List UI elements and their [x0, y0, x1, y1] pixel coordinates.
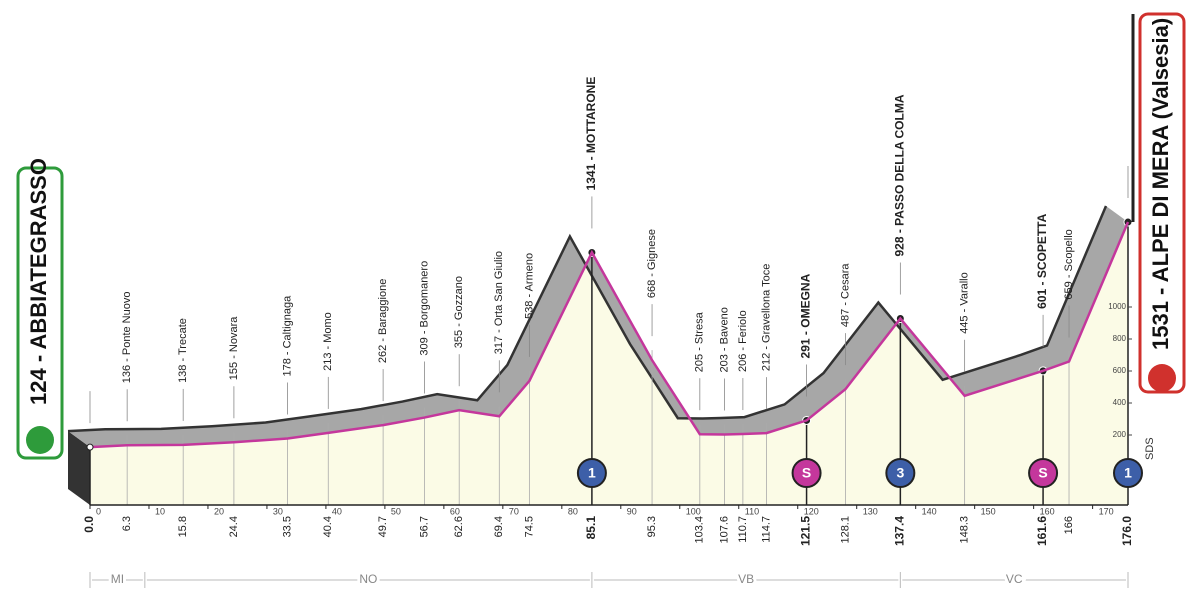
waypoint-label: 213 - Momo: [322, 312, 334, 371]
km-label: 6.3: [121, 516, 133, 531]
finish-label: 1531 - ALPE DI MERA (Valsesia): [1148, 18, 1173, 350]
profile-area: [90, 222, 1128, 506]
km-label: 110.7: [737, 516, 749, 543]
km-label: 85.1: [584, 516, 598, 540]
km-label: 161.6: [1035, 516, 1049, 546]
marker-badge: [885, 458, 916, 488]
profile-top: [67, 205, 1108, 433]
km-label: 15.8: [177, 516, 189, 537]
waypoint-label: 136 - Ponte Nuovo: [121, 292, 133, 384]
km-label: 62.6: [453, 516, 465, 537]
y-tick-label: 400: [1113, 398, 1127, 407]
start-dot: [86, 443, 94, 451]
waypoint-label: 178 - Caltignaga: [281, 295, 293, 377]
x-tick-label: 150: [981, 506, 996, 516]
waypoint-label: 355 - Gozzano: [453, 276, 465, 348]
waypoint-label: 138 - Trecate: [177, 318, 189, 383]
waypoint-label: 212 - Gravellona Toce: [760, 264, 772, 371]
km-label: 176.0: [1120, 516, 1134, 546]
profile-front: [68, 431, 90, 505]
start-label: 124 - ABBIATEGRASSO: [26, 158, 51, 405]
km-label: 148.3: [959, 516, 971, 544]
km-label: 40.4: [322, 516, 334, 537]
x-tick-label: 50: [391, 506, 401, 516]
km-label: 69.4: [493, 516, 505, 537]
km-label: 49.7: [377, 516, 389, 537]
waypoint-label: 309 - Borgomanero: [418, 261, 430, 356]
province-label: VC: [1006, 572, 1023, 586]
waypoint-label: 155 - Novara: [228, 316, 240, 380]
x-tick-label: 140: [922, 506, 937, 516]
x-tick-label: 130: [863, 506, 878, 516]
profile-line: [89, 221, 1130, 449]
province-label: MI: [111, 572, 124, 586]
marker-badge: [1113, 458, 1143, 488]
y-tick-label: 800: [1113, 334, 1127, 343]
y-tick-label: 1000: [1108, 302, 1126, 311]
x-tick-label: 90: [627, 506, 637, 516]
marker-badge: [791, 458, 822, 488]
x-tick-label: 20: [214, 506, 224, 516]
waypoint-label: 205 - Stresa: [694, 311, 706, 372]
km-label: 166: [1063, 516, 1075, 534]
marker-text: 1: [1124, 465, 1132, 481]
x-tick-label: 80: [568, 506, 578, 516]
waypoint-label: 445 - Varallo: [959, 272, 971, 334]
province-label: VB: [738, 572, 754, 586]
waypoint-label: 659 - Scopello: [1063, 229, 1075, 299]
waypoint-label: 1341 - MOTTARONE: [584, 77, 598, 191]
marker-badge: [1028, 458, 1059, 488]
marker-badge: [576, 458, 607, 488]
start-box: [16, 166, 64, 460]
marker-text: 3: [896, 465, 904, 481]
km-label: 0.0: [82, 516, 96, 533]
km-label: 24.4: [228, 516, 240, 537]
km-label: 33.5: [281, 516, 293, 537]
waypoint-label: 262 - Baraggione: [377, 279, 389, 363]
x-tick-label: 60: [450, 506, 460, 516]
waypoint-label: 317 - Orta San Giulio: [493, 251, 505, 354]
waypoint-label: 291 - OMEGNA: [799, 273, 813, 358]
y-tick-label: 600: [1113, 366, 1127, 375]
waypoint-label: 928 - PASSO DELLA COLMA: [893, 94, 907, 256]
province-label: NO: [359, 572, 377, 586]
x-tick-label: 100: [686, 506, 701, 516]
x-tick-label: 170: [1099, 506, 1114, 516]
x-tick-label: 40: [332, 506, 342, 516]
km-label: 74.5: [523, 516, 535, 537]
km-label: 56.7: [418, 516, 430, 537]
x-tick-label: 70: [509, 506, 519, 516]
waypoint-label: 668 - Gignese: [646, 229, 658, 298]
x-tick-label: 30: [273, 506, 283, 516]
x-tick-label: 10: [155, 506, 165, 516]
logo: SDS: [1144, 437, 1156, 460]
waypoint-label: 601 - SCOPETTA: [1035, 213, 1049, 308]
km-label: 95.3: [646, 516, 658, 537]
finish-icon: [1148, 364, 1176, 392]
marker-text: S: [1038, 465, 1047, 481]
waypoint-label: 203 - Baveno: [719, 307, 731, 372]
marker-text: S: [802, 465, 811, 481]
marker-text: 1: [588, 465, 596, 481]
km-label: 137.4: [893, 516, 907, 546]
km-label: 128.1: [839, 516, 851, 544]
x-tick-label: 110: [745, 506, 759, 516]
waypoint-label: 206 - Feriolo: [737, 310, 749, 372]
waypoint-label: 538 - Armeno: [523, 253, 535, 319]
x-tick-label: 160: [1040, 506, 1055, 516]
waypoint-label: 487 - Cesara: [839, 263, 851, 327]
km-label: 107.6: [719, 516, 731, 544]
y-tick-label: 200: [1113, 430, 1127, 439]
km-label: 114.7: [760, 516, 772, 543]
km-label: 121.5: [799, 516, 813, 546]
x-tick-label: 120: [804, 506, 819, 516]
km-label: 103.4: [694, 516, 706, 544]
x-tick-label: 0: [96, 506, 101, 516]
start-icon: [26, 426, 54, 454]
